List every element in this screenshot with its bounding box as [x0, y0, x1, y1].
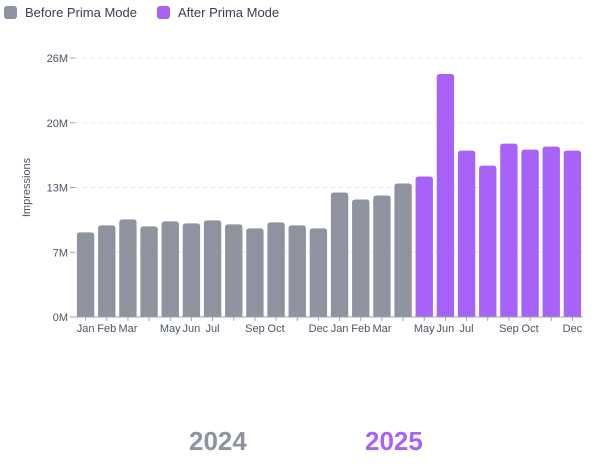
bar-unlabeled-19[interactable]	[479, 165, 497, 317]
x-tick-label: Jul	[460, 323, 474, 335]
bar-dec-11[interactable]	[309, 228, 328, 317]
bar-jul-6[interactable]	[203, 220, 222, 317]
y-tick-label: 20M	[47, 118, 68, 130]
x-tick-label: Dec	[309, 323, 329, 335]
legend-label-after: After Prima Mode	[178, 4, 280, 20]
y-tick-label: 7M	[53, 247, 68, 259]
x-tick-label: Feb	[97, 323, 116, 335]
x-tick-label: Jan	[331, 323, 349, 335]
bar-jul-18[interactable]	[457, 150, 476, 317]
bar-feb-13[interactable]	[352, 199, 370, 317]
bar-sep-20[interactable]	[500, 143, 518, 317]
bar-sep-8[interactable]	[246, 228, 264, 317]
bar-jan-0[interactable]	[76, 232, 95, 317]
x-axis-ticks: Jan Feb Mar May Jun Jul Sep Oct Dec Jan Feb Mar May J…	[77, 317, 583, 335]
bar-unlabeled-22[interactable]	[542, 146, 560, 317]
legend: Before Prima Mode After Prima Mode	[4, 3, 279, 21]
y-tick-label: 26M	[47, 53, 68, 65]
year-label-2024: 2024	[189, 426, 247, 456]
bar-unlabeled-10[interactable]	[288, 225, 306, 317]
bar-may-4[interactable]	[161, 221, 179, 317]
legend-swatch-before	[4, 5, 17, 19]
x-tick-label: May	[414, 323, 435, 335]
x-tick-label: Jul	[206, 323, 220, 335]
bars	[76, 73, 582, 317]
y-axis-ticks: 0M 7M 13M 20M 26M	[47, 53, 75, 324]
bar-feb-1[interactable]	[98, 225, 116, 317]
x-tick-label: Sep	[499, 323, 519, 335]
bar-oct-9[interactable]	[267, 222, 285, 317]
y-tick-label: 0M	[53, 312, 68, 324]
legend-item-before[interactable]: Before Prima Mode	[4, 5, 137, 20]
y-tick-label: 13M	[47, 183, 68, 195]
bar-may-16[interactable]	[415, 176, 433, 317]
bar-jun-5[interactable]	[182, 223, 201, 317]
bar-unlabeled-3[interactable]	[140, 226, 158, 317]
x-tick-label: Oct	[522, 323, 539, 335]
bar-jun-17[interactable]	[436, 73, 455, 317]
bar-mar-14[interactable]	[373, 195, 391, 317]
x-tick-label: May	[160, 323, 181, 335]
legend-swatch-after	[157, 5, 170, 19]
bar-unlabeled-15[interactable]	[394, 183, 412, 317]
bar-mar-2[interactable]	[119, 219, 137, 317]
year-label-2025: 2025	[365, 426, 423, 456]
bar-jan-12[interactable]	[330, 192, 349, 317]
x-tick-label: Mar	[118, 323, 137, 335]
x-tick-label: Sep	[245, 323, 265, 335]
legend-label-before: Before Prima Mode	[25, 4, 137, 20]
x-tick-label: Feb	[351, 323, 370, 335]
bar-oct-21[interactable]	[521, 149, 539, 317]
x-tick-label: Oct	[268, 323, 285, 335]
x-tick-label: Dec	[563, 323, 583, 335]
bar-unlabeled-7[interactable]	[225, 224, 243, 317]
bar-dec-23[interactable]	[563, 150, 582, 317]
y-axis-label: Impressions	[21, 157, 33, 217]
legend-item-after[interactable]: After Prima Mode	[157, 5, 279, 20]
x-tick-label: Jun	[183, 323, 201, 335]
x-tick-label: Jan	[77, 323, 95, 335]
x-tick-label: Mar	[372, 323, 391, 335]
x-tick-label: Jun	[437, 323, 455, 335]
